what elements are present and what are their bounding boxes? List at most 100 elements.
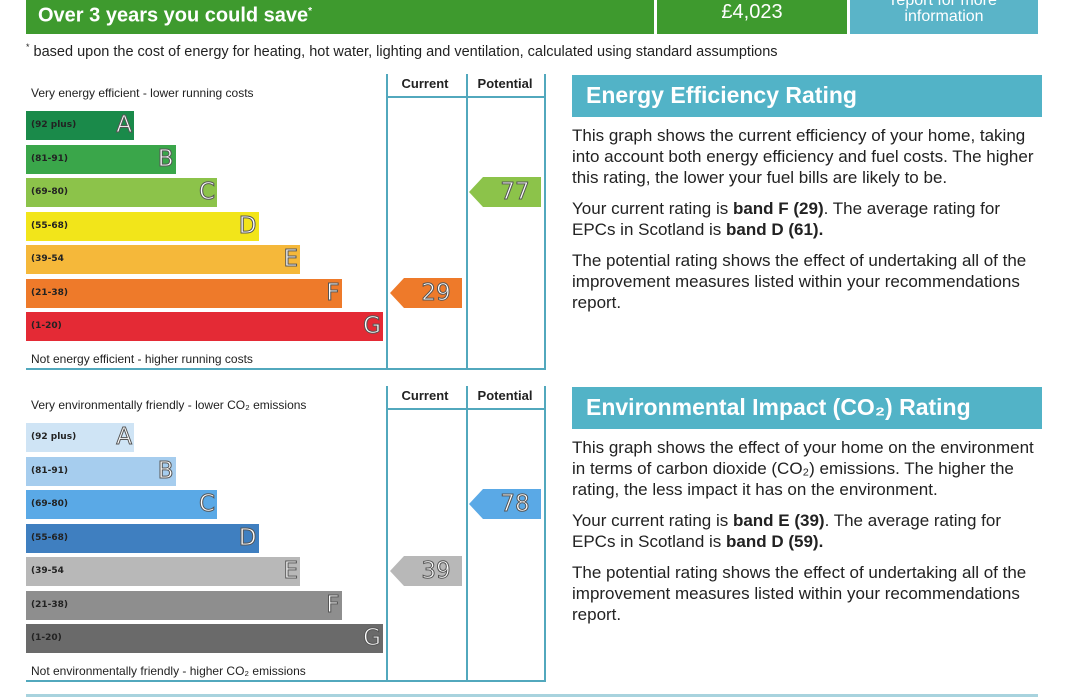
info-line-1: report for more: [891, 0, 997, 9]
band-e: (39-54 E: [26, 245, 300, 274]
energy-potential-description: The potential rating shows the effect of…: [572, 251, 1027, 312]
band-letter: B: [157, 145, 174, 172]
band-range: (81-91): [31, 153, 69, 164]
band-e: (39-54 E: [26, 557, 300, 586]
band-letter: D: [238, 212, 257, 239]
average-band: band D (59).: [726, 532, 824, 551]
column-divider: [544, 386, 546, 682]
band-range: (39-54: [31, 254, 64, 264]
more-information-link[interactable]: report for more information: [850, 0, 1038, 34]
chart-top-caption: Very environmentally friendly - lower CO…: [31, 398, 307, 412]
band-letter: A: [116, 112, 133, 139]
band-range: (81-91): [31, 465, 69, 476]
band-letter: B: [157, 457, 174, 484]
footnote-marker: *: [26, 42, 30, 52]
band-letter: C: [198, 491, 215, 518]
band-letter: G: [363, 313, 382, 340]
band-range: (55-68): [31, 220, 69, 231]
band-range: (55-68): [31, 532, 69, 543]
environment-current-rating: Your current rating is band E (39). The …: [572, 510, 1042, 552]
band-f: (21-38) F: [26, 278, 342, 308]
band-range: (1-20): [31, 633, 62, 643]
current-column-header: Current: [401, 388, 449, 403]
band-range: (69-80): [31, 499, 69, 509]
rating-text: Your current rating is: [572, 199, 733, 218]
footnote-text: based upon the cost of energy for heatin…: [29, 43, 778, 60]
savings-label: Over 3 years you could save: [38, 4, 309, 27]
potential-column-header: Potential: [477, 76, 533, 91]
band-g: (1-20) G: [26, 624, 383, 653]
band-a: (92 plus) A: [26, 423, 134, 452]
chart-bottom-caption: Not energy efficient - higher running co…: [31, 352, 253, 366]
energy-efficiency-heading: Energy Efficiency Rating: [572, 75, 1042, 117]
potential-marker-arrow: [469, 489, 541, 519]
environmental-impact-panel: Environmental Impact (CO₂) Rating This g…: [572, 387, 1042, 625]
chart-bottom-rule: [26, 368, 546, 370]
band-letter: D: [238, 524, 257, 551]
band-a: (92 plus) A: [26, 111, 134, 140]
column-divider: [386, 386, 388, 682]
band-range: (21-38): [31, 599, 69, 610]
column-divider: [466, 386, 468, 682]
band-range: (39-54: [31, 566, 64, 576]
current-rating-marker: 39: [390, 556, 462, 586]
band-letter: F: [326, 279, 340, 306]
band-range: (92 plus): [31, 432, 77, 442]
column-divider: [544, 74, 546, 370]
current-band: band F (29): [732, 199, 824, 218]
info-line-2: information: [904, 8, 984, 25]
environment-potential-description: The potential rating shows the effect of…: [572, 563, 1027, 624]
band-letter: E: [283, 558, 299, 585]
band-letter: G: [363, 625, 382, 652]
band-c: (69-80) C: [26, 490, 217, 519]
band-b: (81-91) B: [26, 456, 176, 486]
chart-top-caption: Very energy efficient - lower running co…: [31, 86, 254, 100]
current-rating-marker: 29: [390, 277, 462, 308]
band-f: (21-38) F: [26, 590, 342, 620]
rating-text: . The average rating for EPCs in Scotlan…: [572, 511, 1001, 551]
chart-bottom-caption: Not environmentally friendly - higher CO…: [31, 664, 306, 678]
energy-efficiency-chart: Current Potential Very energy efficient …: [26, 74, 546, 370]
rating-text: Your current rating is: [572, 511, 733, 530]
current-marker-arrow: [390, 556, 462, 586]
band-range: (92 plus): [31, 120, 77, 130]
current-rating-value: 29: [421, 279, 451, 306]
band-range: (1-20): [31, 321, 62, 331]
potential-rating-marker: 78: [469, 489, 541, 519]
potential-rating-value: 77: [500, 179, 530, 206]
environmental-impact-chart: Current Potential Very environmentally f…: [26, 386, 546, 682]
environment-description: This graph shows the effect of your home…: [572, 438, 1034, 499]
band-range: (69-80): [31, 187, 69, 197]
chart-bottom-rule: [26, 680, 546, 682]
band-range: (21-38): [31, 287, 69, 298]
savings-footnote: * based upon the cost of energy for heat…: [26, 42, 778, 60]
environmental-impact-heading: Environmental Impact (CO₂) Rating: [572, 387, 1042, 429]
band-b: (81-91) B: [26, 144, 176, 174]
band-c: (69-80) C: [26, 178, 217, 207]
current-column-header: Current: [401, 76, 449, 91]
band-d: (55-68) D: [26, 211, 259, 241]
energy-current-rating: Your current rating is band F (29). The …: [572, 198, 1042, 240]
band-letter: C: [198, 179, 215, 206]
band-letter: A: [116, 424, 133, 451]
average-band: band D (61).: [726, 220, 824, 239]
band-letter: E: [283, 246, 299, 273]
current-band: band E (39): [732, 511, 825, 530]
savings-amount: £4,023: [657, 0, 847, 34]
current-rating-value: 39: [421, 558, 451, 585]
column-divider: [466, 74, 468, 370]
potential-rating-marker: 77: [469, 177, 541, 207]
potential-marker-arrow: [469, 177, 541, 207]
potential-column-header: Potential: [477, 388, 533, 403]
savings-marker: *: [308, 6, 313, 17]
rating-text: . The average rating for EPCs in Scotlan…: [572, 199, 1001, 239]
savings-banner: Over 3 years you could save*: [26, 0, 654, 34]
band-d: (55-68) D: [26, 523, 259, 553]
current-marker-arrow: [390, 277, 462, 308]
column-divider: [386, 74, 388, 370]
potential-rating-value: 78: [500, 491, 530, 518]
energy-efficiency-panel: Energy Efficiency Rating This graph show…: [572, 75, 1042, 313]
band-g: (1-20) G: [26, 312, 383, 341]
band-letter: F: [326, 591, 340, 618]
page-bottom-rule: [26, 694, 1038, 697]
